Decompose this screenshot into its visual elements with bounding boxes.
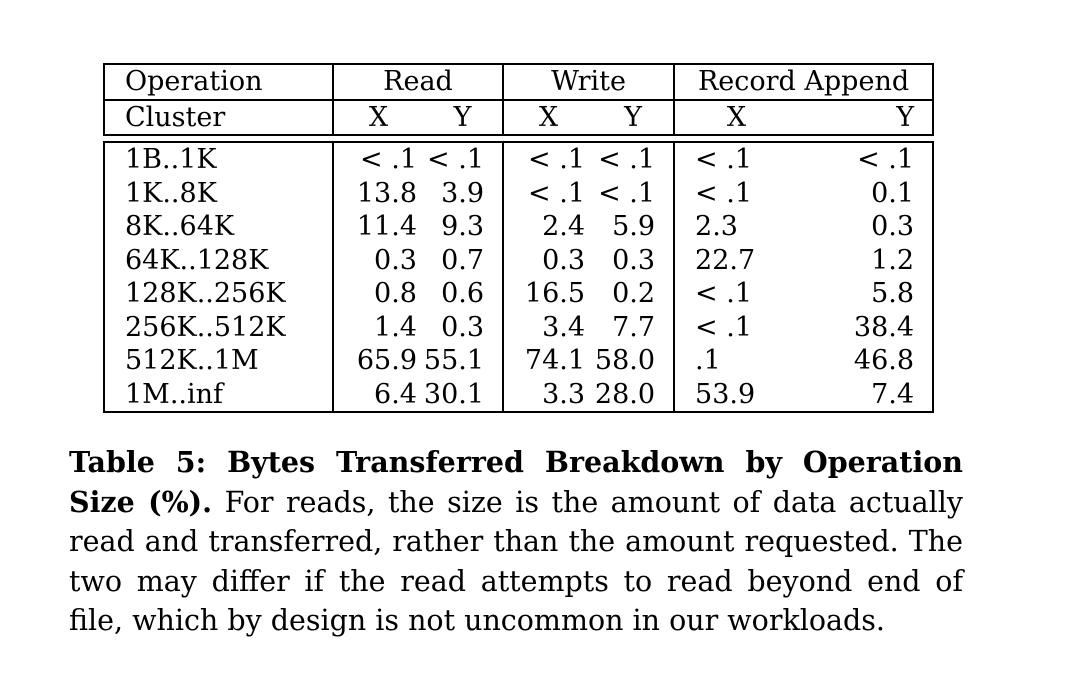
table-cell: < .1 — [695, 311, 752, 343]
table-row: 1K..8K 13.8 3.9 < .1 < .1 < .1 0.1 — [103, 176, 935, 210]
table-cell: 0.3 — [423, 310, 505, 344]
table-cell: 0.1 — [798, 176, 935, 210]
table-cell: < .1 — [695, 278, 752, 309]
table-cell: < .1 — [423, 141, 505, 177]
table-caption: Table 5: Bytes Transferred Breakdown by … — [69, 443, 963, 641]
row-label: 512K..1M — [103, 344, 334, 378]
write-group-header: Write — [503, 63, 676, 100]
table-cell: 6.4 — [333, 377, 423, 413]
write-y-header: Y — [593, 98, 676, 136]
table-row: 64K..128K 0.3 0.7 0.3 0.3 22.7 1.2 — [103, 243, 935, 277]
table-cell: 0.3 — [798, 210, 935, 244]
table-cell: 3.4 — [542, 311, 586, 343]
table-cell: < .1 — [593, 176, 676, 210]
row-label: 128K..256K — [103, 277, 334, 311]
table-row: 1M..inf 6.4 30.1 3.3 28.0 53.9 7.4 — [103, 377, 935, 413]
table-cell: 38.4 — [798, 310, 935, 344]
row-label: 256K..512K — [103, 310, 334, 344]
caption-title: Table 5: Bytes Transferred Breakdown by … — [69, 445, 963, 519]
table-cell: 2.3 — [695, 211, 738, 242]
caption-body: For reads, the size is the amount of dat… — [69, 485, 963, 638]
table-cell: 58.0 — [593, 344, 676, 378]
table-cell: 22.7 — [695, 244, 756, 276]
table-cell: 2.4 — [542, 211, 586, 242]
table-cell: 16.5 — [524, 278, 586, 309]
table-cell: 0.3 — [593, 243, 676, 277]
table-cell: 53.9 — [674, 377, 799, 413]
table-cell: 0.3 — [542, 244, 586, 276]
read-y-header: Y — [423, 98, 505, 136]
table-cell: 0.7 — [423, 243, 505, 277]
table-row: 256K..512K 1.4 0.3 3.4 7.7 < .1 38.4 — [103, 310, 935, 344]
table-cell: 13.8 — [356, 177, 417, 209]
table-cell: 7.4 — [798, 377, 935, 413]
table-cell: 9.3 — [423, 210, 505, 244]
table-cell: 5.9 — [593, 210, 676, 244]
table-cell: 0.6 — [423, 277, 505, 311]
table-cell: 3.3 — [503, 377, 594, 413]
read-x-header: X — [333, 98, 423, 136]
table-row: 128K..256K 0.8 0.6 16.5 0.2 < .1 5.8 — [103, 277, 935, 311]
table-body: 1B..1K < .1 < .1 < .1 < .1 < .1 < .1 1K..8K 13.8… — [103, 141, 935, 413]
table-cell: .1 — [695, 345, 721, 376]
table-cell: 65.9 — [356, 345, 417, 376]
table-cell: 0.2 — [593, 277, 676, 311]
table-cell: 1.4 — [374, 311, 417, 343]
table-cell: < .1 — [798, 141, 935, 177]
table-cell: < .1 — [333, 141, 423, 177]
table-cell: 28.0 — [593, 377, 676, 413]
table-cell: < .1 — [674, 141, 799, 177]
row-label: 1M..inf — [103, 377, 334, 413]
row-label: 64K..128K — [103, 243, 334, 277]
table-cell: 5.8 — [798, 277, 935, 311]
table-cell: 1.2 — [798, 243, 935, 277]
table-cell: < .1 — [503, 141, 594, 177]
row-label: 1K..8K — [103, 176, 334, 210]
table-cell: 55.1 — [423, 344, 505, 378]
table-cell: < .1 — [593, 141, 676, 177]
table-cell: 3.9 — [423, 176, 505, 210]
bytes-transferred-table: Operation Read Write Record Append Clust… — [103, 63, 935, 413]
cluster-header: Cluster — [103, 98, 334, 136]
table-row: 1B..1K < .1 < .1 < .1 < .1 < .1 < .1 — [103, 141, 935, 177]
table-row: 8K..64K 11.4 9.3 2.4 5.9 2.3 0.3 — [103, 210, 935, 244]
append-y-header: Y — [798, 98, 935, 136]
header-row-cluster: Cluster X Y X Y X Y — [103, 98, 935, 136]
table-cell: 74.1 — [524, 345, 586, 376]
table-cell: 11.4 — [356, 211, 417, 242]
header-row-operation: Operation Read Write Record Append — [103, 63, 935, 100]
table-cell: < .1 — [528, 177, 586, 209]
read-group-header: Read — [333, 63, 505, 100]
table-cell: 7.7 — [593, 310, 676, 344]
operation-header: Operation — [103, 63, 334, 100]
append-x-header: X — [674, 98, 799, 136]
table-container: Operation Read Write Record Append Clust… — [103, 63, 935, 413]
table-row: 512K..1M 65.9 55.1 74.1 58.0 .1 46.8 — [103, 344, 935, 378]
table-cell: 0.8 — [374, 278, 417, 309]
table-cell: 46.8 — [798, 344, 935, 378]
row-label: 1B..1K — [103, 141, 334, 177]
table-cell: 30.1 — [423, 377, 505, 413]
header-gap — [104, 135, 933, 142]
write-x-header: X — [503, 98, 594, 136]
table-cell: < .1 — [695, 177, 752, 209]
row-label: 8K..64K — [103, 210, 334, 244]
record-append-group-header: Record Append — [674, 63, 935, 100]
table-cell: 0.3 — [374, 244, 417, 276]
